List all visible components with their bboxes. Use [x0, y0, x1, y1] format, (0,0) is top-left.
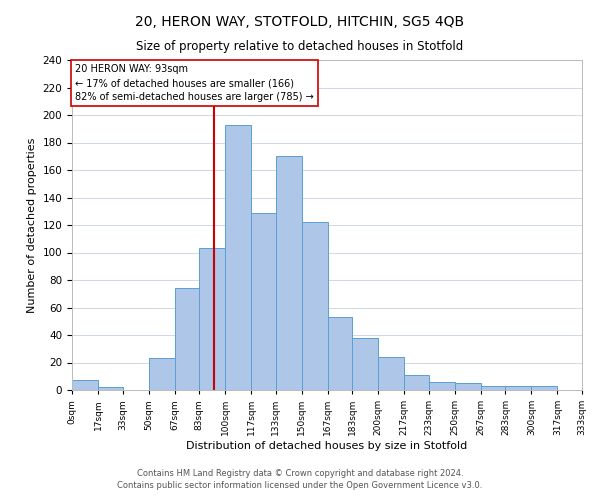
- Bar: [505, 386, 532, 390]
- Bar: [352, 338, 379, 390]
- Text: Contains HM Land Registry data © Crown copyright and database right 2024.
Contai: Contains HM Land Registry data © Crown c…: [118, 469, 482, 490]
- Bar: [199, 248, 225, 390]
- Bar: [532, 386, 557, 390]
- Bar: [455, 383, 481, 390]
- Bar: [379, 357, 404, 390]
- Bar: [72, 380, 98, 390]
- X-axis label: Distribution of detached houses by size in Stotfold: Distribution of detached houses by size …: [187, 441, 467, 451]
- Bar: [98, 387, 122, 390]
- Bar: [429, 382, 455, 390]
- Bar: [251, 212, 275, 390]
- Bar: [225, 124, 251, 390]
- Bar: [149, 358, 175, 390]
- Bar: [175, 288, 199, 390]
- Bar: [481, 386, 505, 390]
- Y-axis label: Number of detached properties: Number of detached properties: [27, 138, 37, 312]
- Bar: [404, 375, 429, 390]
- Text: 20, HERON WAY, STOTFOLD, HITCHIN, SG5 4QB: 20, HERON WAY, STOTFOLD, HITCHIN, SG5 4Q…: [136, 15, 464, 29]
- Bar: [328, 317, 352, 390]
- Text: Size of property relative to detached houses in Stotfold: Size of property relative to detached ho…: [136, 40, 464, 53]
- Bar: [302, 222, 328, 390]
- Bar: [275, 156, 302, 390]
- Text: 20 HERON WAY: 93sqm
← 17% of detached houses are smaller (166)
82% of semi-detac: 20 HERON WAY: 93sqm ← 17% of detached ho…: [75, 64, 314, 102]
